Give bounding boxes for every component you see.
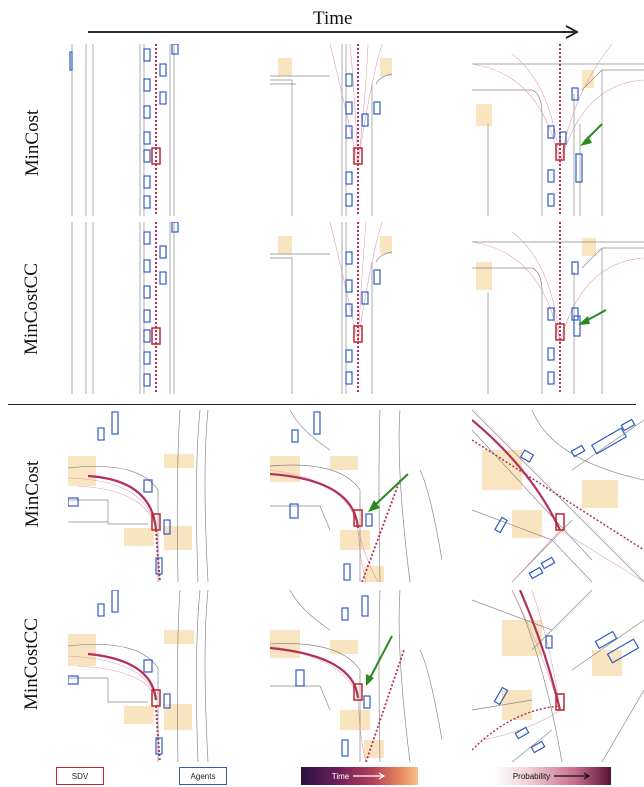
legend-probability-label: Probability [512, 771, 551, 781]
panel-r2-c3 [472, 222, 644, 394]
legend-sdv-label: SDV [71, 771, 89, 781]
highlight-arrow-icon [580, 123, 603, 146]
legend-time-label: Time [331, 771, 350, 781]
row-label-3: MinCost [22, 460, 43, 528]
legend-probability-colorbar: Probability [494, 767, 611, 785]
panel-r2-c1 [68, 222, 190, 394]
highlight-arrow-icon [578, 309, 607, 325]
legend-agents: Agents [179, 767, 227, 785]
panel-r1-c1 [68, 44, 190, 216]
section-divider [8, 404, 636, 405]
highlight-arrow-icon [366, 635, 393, 686]
panel-r3-c2 [270, 410, 442, 582]
panel-r1-c3 [472, 44, 644, 216]
panel-r3-c1 [68, 410, 240, 582]
legend-time-colorbar: Time [301, 767, 418, 785]
panel-r4-c1 [68, 590, 240, 762]
time-arrow-icon [88, 25, 579, 39]
panel-r3-c3 [472, 410, 644, 582]
panel-r4-c2 [270, 590, 442, 762]
legend-agents-label: Agents [190, 771, 216, 781]
row-label-1: MinCost [22, 109, 43, 177]
row-label-2: MinCostCC [21, 263, 42, 355]
time-axis-title: Time [313, 8, 353, 29]
row-label-4: MinCostCC [21, 618, 42, 710]
arrow-right-icon [554, 772, 591, 780]
legend-sdv: SDV [56, 767, 104, 785]
arrow-right-icon [353, 772, 386, 780]
panel-r2-c2 [270, 222, 392, 394]
panel-r4-c3 [472, 590, 644, 762]
panel-r1-c2 [270, 44, 392, 216]
highlight-arrow-icon [368, 473, 409, 512]
